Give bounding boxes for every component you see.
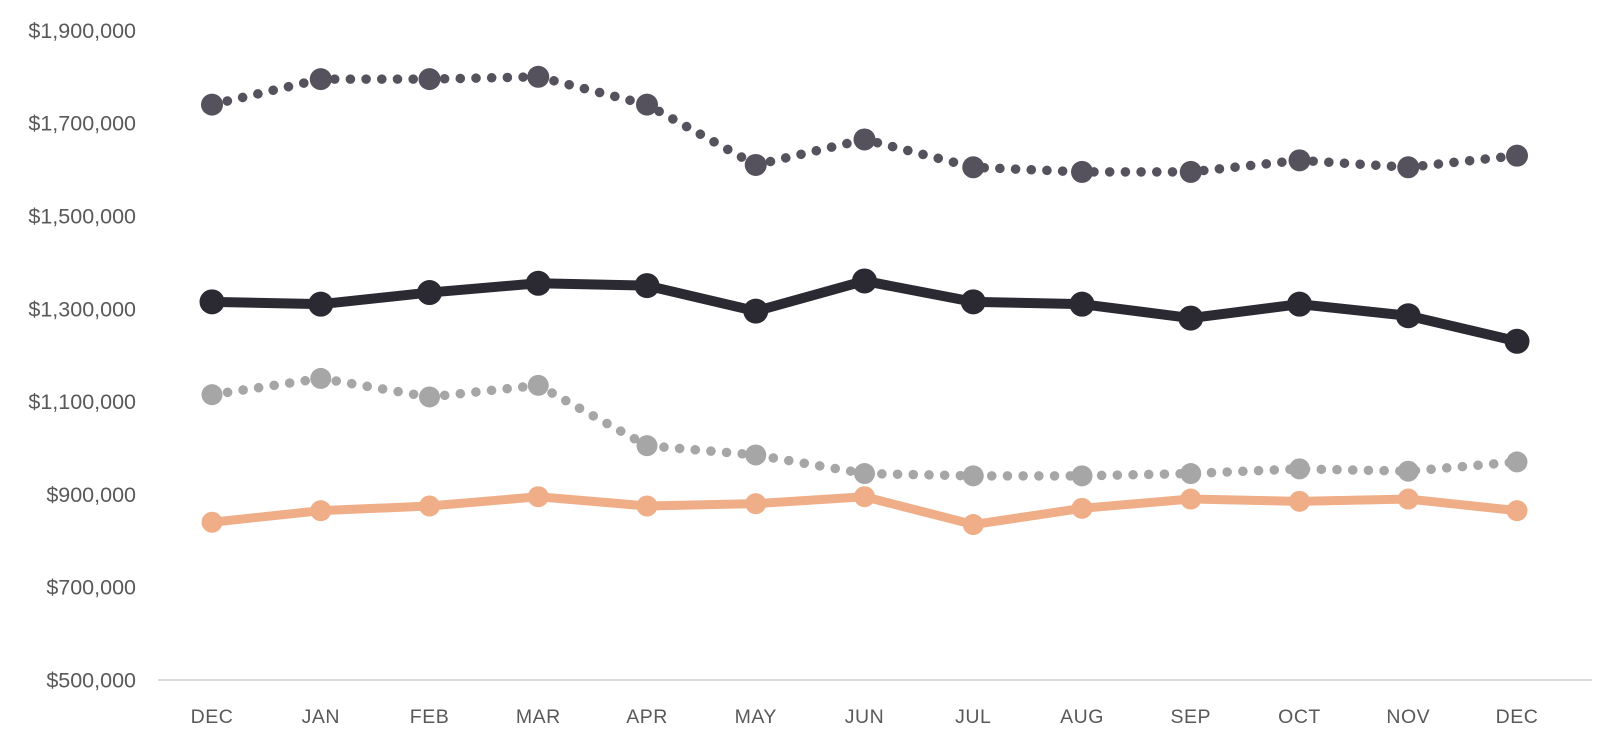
data-point-solid-peach-dec-0 (201, 511, 223, 533)
data-point-lower-dotted-light-gray-nov-11 (1397, 460, 1419, 482)
data-point-solid-black-oct-10 (1287, 291, 1312, 317)
data-point-upper-dotted-dark-gray-jun-6 (853, 128, 876, 151)
x-tick-label: AUG (1060, 706, 1104, 728)
data-point-lower-dotted-light-gray-may-5 (745, 444, 767, 466)
data-point-solid-peach-sep-9 (1180, 488, 1202, 510)
data-point-upper-dotted-dark-gray-sep-9 (1179, 160, 1202, 183)
data-point-solid-black-sep-9 (1178, 305, 1204, 331)
x-tick-label: FEB (410, 706, 449, 728)
x-tick-label: NOV (1386, 706, 1430, 728)
series-line-upper-dotted-dark-gray (207, 72, 1522, 177)
y-tick-label: $1,100,000 (28, 390, 136, 414)
data-point-solid-black-nov-11 (1395, 303, 1421, 329)
data-point-solid-black-dec-0 (199, 289, 225, 315)
data-point-upper-dotted-dark-gray-aug-8 (1071, 160, 1093, 183)
data-point-solid-peach-aug-8 (1071, 497, 1093, 519)
data-point-lower-dotted-light-gray-apr-4 (636, 435, 658, 457)
data-point-upper-dotted-dark-gray-apr-4 (636, 93, 658, 116)
data-point-upper-dotted-dark-gray-feb-2 (418, 68, 441, 91)
data-point-upper-dotted-dark-gray-jan-1 (309, 68, 332, 91)
data-point-solid-black-apr-4 (634, 273, 660, 299)
data-point-lower-dotted-light-gray-mar-3 (527, 374, 549, 396)
data-point-upper-dotted-dark-gray-mar-3 (527, 65, 550, 88)
data-point-lower-dotted-light-gray-oct-10 (1289, 458, 1310, 480)
y-tick-label: $500,000 (46, 669, 136, 693)
x-tick-label: MAR (516, 706, 561, 728)
data-point-upper-dotted-dark-gray-dec-12 (1506, 144, 1528, 167)
data-point-lower-dotted-light-gray-jul-7 (962, 465, 984, 487)
x-tick-label: JUN (845, 706, 884, 728)
data-point-solid-black-jun-6 (852, 268, 877, 294)
data-point-upper-dotted-dark-gray-nov-11 (1397, 156, 1420, 179)
data-point-solid-black-aug-8 (1069, 291, 1095, 317)
data-point-upper-dotted-dark-gray-dec-0 (201, 93, 223, 116)
data-point-solid-peach-may-5 (745, 493, 767, 515)
data-point-solid-peach-dec-12 (1506, 500, 1528, 522)
x-tick-label: SEP (1170, 706, 1211, 728)
x-tick-label: JUL (955, 706, 991, 728)
y-tick-label: $700,000 (46, 576, 136, 600)
data-point-solid-black-may-5 (743, 298, 769, 324)
data-point-solid-peach-jun-6 (854, 486, 875, 508)
data-point-upper-dotted-dark-gray-oct-10 (1288, 149, 1311, 172)
data-point-solid-black-jan-1 (308, 291, 334, 317)
data-point-solid-black-mar-3 (525, 270, 551, 296)
series-line-lower-dotted-light-gray (207, 373, 1522, 481)
x-tick-label: JAN (302, 706, 340, 728)
data-point-solid-black-dec-12 (1504, 328, 1530, 354)
data-point-solid-black-feb-2 (417, 280, 442, 306)
data-point-solid-peach-jan-1 (310, 500, 332, 522)
data-point-solid-peach-mar-3 (527, 486, 549, 508)
data-point-solid-peach-oct-10 (1289, 490, 1310, 512)
data-point-solid-peach-apr-4 (636, 495, 658, 517)
y-tick-label: $1,700,000 (28, 112, 136, 136)
data-point-solid-peach-feb-2 (419, 495, 440, 517)
data-point-upper-dotted-dark-gray-jul-7 (962, 156, 985, 179)
data-point-solid-black-jul-7 (960, 289, 986, 315)
x-tick-label: OCT (1278, 706, 1321, 728)
data-point-lower-dotted-light-gray-aug-8 (1071, 465, 1093, 487)
y-tick-label: $1,300,000 (28, 297, 136, 321)
data-point-lower-dotted-light-gray-feb-2 (419, 386, 440, 408)
x-tick-label: APR (626, 706, 668, 728)
x-tick-label: MAY (735, 706, 777, 728)
y-tick-label: $1,900,000 (28, 19, 136, 43)
data-point-lower-dotted-light-gray-jan-1 (310, 367, 332, 389)
data-point-lower-dotted-light-gray-sep-9 (1180, 463, 1202, 485)
y-tick-label: $1,500,000 (28, 205, 136, 229)
data-point-upper-dotted-dark-gray-may-5 (744, 153, 767, 176)
data-point-lower-dotted-light-gray-dec-12 (1506, 451, 1528, 473)
data-point-lower-dotted-light-gray-dec-0 (201, 384, 223, 406)
x-tick-label: DEC (191, 706, 234, 728)
data-point-solid-peach-jul-7 (962, 514, 984, 536)
x-tick-label: DEC (1496, 706, 1539, 728)
data-point-solid-peach-nov-11 (1397, 488, 1419, 510)
data-point-lower-dotted-light-gray-jun-6 (854, 463, 875, 485)
y-tick-label: $900,000 (46, 483, 136, 507)
